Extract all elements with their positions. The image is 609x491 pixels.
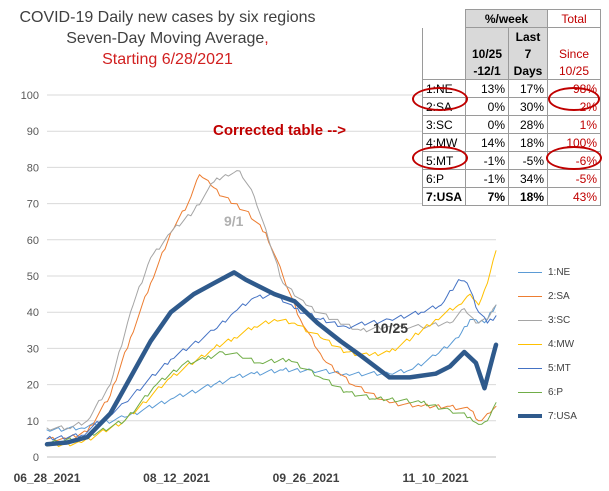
- stats-head-days: Days: [508, 62, 549, 80]
- y-tick-label: 100: [21, 90, 39, 102]
- stats-row-last7: 28%: [508, 115, 549, 134]
- stats-corner-3: [421, 45, 467, 62]
- legend-swatch: [518, 414, 542, 418]
- stats-row-last7: 30%: [508, 97, 549, 116]
- stats-row-last7: 34%: [508, 169, 549, 188]
- stats-row-range: 7%: [465, 187, 510, 206]
- chart-title-line1: COVID-19 Daily new cases by six regions: [19, 9, 316, 26]
- y-tick-label: 10: [27, 416, 39, 428]
- chart-title-line3: Starting 6/28/2021: [102, 51, 233, 68]
- y-tick-label: 70: [27, 199, 39, 211]
- stats-row-total: 1%: [547, 115, 602, 134]
- series-line-7-usa: [44, 270, 499, 447]
- stats-corner-4: [421, 62, 467, 80]
- stats-head-range-b: -12/1: [465, 62, 510, 80]
- stats-header-row-1: %/week Total: [422, 9, 602, 28]
- stats-row-last7: 18%: [508, 187, 549, 206]
- y-tick-label: 60: [27, 235, 39, 247]
- legend-item-sa: 2:SA: [518, 289, 606, 305]
- y-tick-label: 30: [27, 343, 39, 355]
- y-tick-label: 20: [27, 380, 39, 392]
- series-line-2-sa: [46, 174, 497, 442]
- stats-row-last7: 17%: [508, 79, 549, 98]
- highlight-mw-label: [412, 146, 468, 170]
- stats-head-last: Last: [508, 27, 549, 45]
- legend-swatch: [518, 296, 542, 297]
- highlight-mw-total: [546, 146, 602, 170]
- stats-row-last7: 18%: [508, 133, 549, 152]
- stats-row-label: 7:USA: [421, 187, 467, 206]
- stats-row-range: 14%: [465, 133, 510, 152]
- legend-swatch: [518, 272, 542, 273]
- highlight-ne-total: [548, 87, 600, 111]
- legend-label: 4:MW: [548, 339, 575, 350]
- stats-row-usa: 7:USA 7% 18% 43%: [421, 187, 602, 206]
- stats-head-range-a: 10/25: [465, 45, 510, 62]
- y-tick-label: 50: [27, 271, 39, 283]
- legend-swatch: [518, 320, 542, 321]
- legend-item-usa: 7:USA: [518, 409, 606, 425]
- legend-item-mw: 4:MW: [518, 337, 606, 353]
- legend-item-sc: 3:SC: [518, 313, 606, 329]
- stats-row-total: 43%: [547, 187, 602, 206]
- corrected-table-note: Corrected table -->: [213, 122, 346, 139]
- stats-head-7: 7: [508, 45, 549, 62]
- legend-item-ne: 1:NE: [518, 265, 606, 281]
- highlight-ne-label: [412, 87, 468, 111]
- chart-title-line2-comma: ,: [264, 30, 269, 47]
- stats-head-total: Total: [547, 9, 602, 28]
- legend-item-mt: 5:MT: [518, 361, 606, 377]
- series-line-6-p: [46, 351, 497, 444]
- stats-header-row-2: Last: [421, 27, 602, 45]
- legend-label: 5:MT: [548, 363, 571, 374]
- stats-header-row-3: 10/25 7 Since: [421, 45, 602, 62]
- x-tick-label: 06_28_2021: [14, 471, 81, 485]
- stats-corner-2: [421, 27, 467, 45]
- stats-row-sc: 3:SC 0% 28% 1%: [421, 115, 602, 134]
- stats-head-since-date: 10/25: [547, 62, 602, 80]
- series-line-1-ne: [46, 304, 497, 432]
- stats-row-range: 13%: [465, 79, 510, 98]
- stats-row-p: 6:P -1% 34% -5%: [421, 169, 602, 188]
- peak-annotation: 9/1: [224, 213, 244, 229]
- stats-row-range: 0%: [465, 97, 510, 116]
- stats-row-range: -1%: [465, 169, 510, 188]
- x-tick-label: 11_10_2021: [403, 471, 469, 485]
- chart-title-line2-text: Seven-Day Moving Average: [66, 30, 265, 47]
- stats-row-total: -5%: [547, 169, 602, 188]
- legend-item-p: 6:P: [518, 385, 606, 401]
- stats-row-range: 0%: [465, 115, 510, 134]
- y-tick-label: 0: [33, 452, 39, 464]
- stats-row-last7: -5%: [508, 151, 549, 170]
- series-line-3-sc: [46, 170, 497, 431]
- legend-swatch: [518, 344, 542, 345]
- stats-row-label: 6:P: [421, 169, 467, 188]
- y-tick-label: 80: [27, 162, 39, 174]
- stats-head-total-blank: [547, 27, 602, 45]
- stats-row-label: 3:SC: [421, 115, 467, 134]
- x-tick-label: 09_26_2021: [273, 471, 340, 485]
- stats-row-range: -1%: [465, 151, 510, 170]
- legend-label: 6:P: [548, 387, 564, 398]
- legend-label: 3:SC: [548, 315, 571, 326]
- stats-head-pct: %/week: [465, 9, 549, 28]
- legend-swatch: [518, 392, 542, 393]
- legend-label: 1:NE: [548, 267, 571, 278]
- stats-head-range-blank: [465, 27, 510, 45]
- y-tick-label: 40: [27, 307, 39, 319]
- chart-title-line2: Seven-Day Moving Average,: [0, 29, 335, 49]
- legend-label: 2:SA: [548, 291, 570, 302]
- stats-corner: [422, 9, 466, 28]
- legend-swatch: [518, 368, 542, 369]
- y-tick-label: 90: [27, 126, 39, 138]
- stats-head-since: Since: [547, 45, 602, 62]
- legend-label: 7:USA: [548, 411, 577, 422]
- stats-header-row-4: -12/1 Days 10/25: [421, 62, 602, 80]
- x-tick-label: 08_12_2021: [143, 471, 210, 485]
- recent-annotation: 10/25: [373, 320, 409, 336]
